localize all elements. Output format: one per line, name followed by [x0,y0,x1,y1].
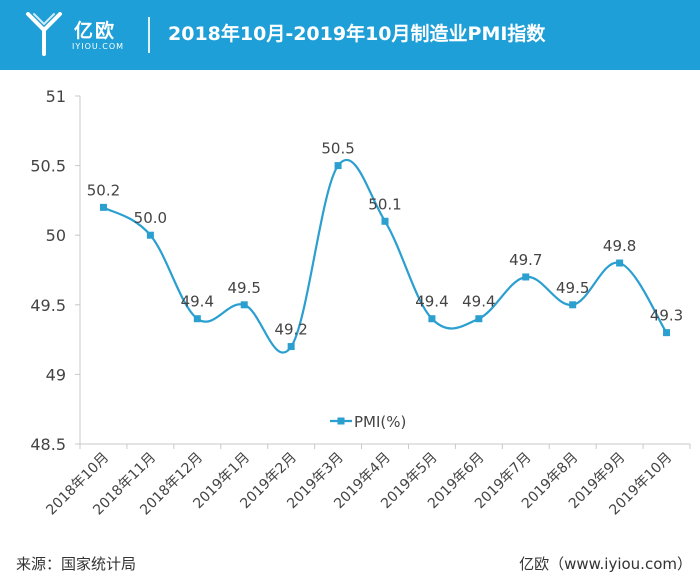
data-point-marker [193,315,201,323]
data-label: 49.3 [650,307,683,325]
y-tick-label: 51 [46,87,66,106]
legend-marker [337,417,345,425]
header-divider [148,17,150,53]
data-label: 50.0 [134,209,167,227]
source-note: 来源：国家统计局 [16,555,137,573]
data-point-marker [616,259,624,267]
pmi-line-chart: 48.54949.55050.5512018年10月2018年11月2018年1… [30,87,691,518]
y-tick-label: 49.5 [30,296,66,315]
data-point-marker [146,231,154,239]
data-label: 49.8 [603,237,636,255]
data-label: 49.7 [509,251,542,269]
data-point-marker [428,315,436,323]
data-point-marker [663,329,671,337]
data-label: 49.4 [462,293,495,311]
data-point-marker [334,162,342,170]
data-label: 49.4 [181,293,214,311]
data-point-marker [569,301,577,309]
data-label: 49.2 [274,321,307,339]
brand-logo: 亿欧 IYIOU.COM [24,8,134,62]
chart-area: 48.5 49 49.5 50 50.5 51 2018年10月 2018年11月 2018年1… [0,70,700,550]
pmi-series-line [102,158,668,354]
logo-text: 亿欧 [74,20,117,42]
y-tick-label: 48.5 [30,435,66,454]
data-point-marker [475,315,483,323]
header-banner: 亿欧 IYIOU.COM 2018年10月-2019年10月制造业PMI指数 [0,0,700,70]
legend-label: PMI(%) [354,413,406,431]
data-label: 49.5 [556,279,589,297]
credit-note: 亿欧（www.iyiou.com） [519,555,692,573]
data-label: 50.5 [321,140,354,158]
data-point-marker [381,217,389,225]
logo-domain-text: IYIOU.COM [72,42,125,51]
data-label: 49.4 [415,293,448,311]
data-point-marker [522,273,530,281]
chart-title: 2018年10月-2019年10月制造业PMI指数 [168,23,546,45]
data-point-marker [287,343,295,351]
logo-y-icon [26,12,62,56]
data-point-marker [99,203,107,211]
y-tick-label: 50 [46,226,66,245]
y-tick-label: 49 [46,365,66,384]
y-tick-label: 50.5 [30,157,66,176]
data-label: 49.5 [228,279,261,297]
data-label: 50.2 [87,181,120,199]
data-point-marker [240,301,248,309]
data-label: 50.1 [368,195,401,213]
